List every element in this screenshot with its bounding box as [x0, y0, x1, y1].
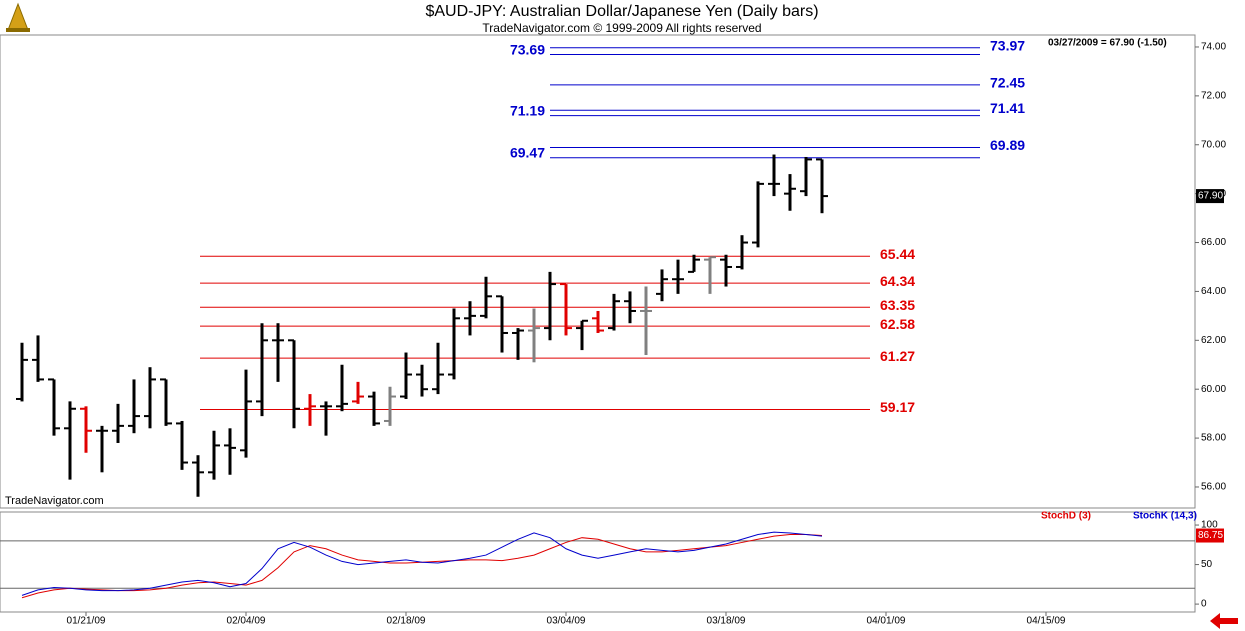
- level-label: 62.58: [880, 316, 915, 332]
- logo: [6, 2, 30, 32]
- y-tick-label: 70.00: [1201, 139, 1226, 150]
- x-tick-label: 03/18/09: [707, 616, 746, 627]
- legend-entry: StochK (14,3): [1133, 511, 1197, 522]
- y-tick-label: 62.00: [1201, 335, 1226, 346]
- y-tick-label: 50: [1201, 559, 1213, 570]
- x-tick-label: 02/04/09: [227, 616, 266, 627]
- subtitle: TradeNavigator.com © 1999-2009 All right…: [482, 21, 761, 35]
- x-tick-label: 03/04/09: [547, 616, 586, 627]
- level-label: 71.41: [990, 100, 1025, 116]
- last-value-box: [1196, 528, 1224, 543]
- legend-entry: StochD (3): [1041, 511, 1091, 522]
- stoch-panel: [0, 511, 1196, 613]
- info: 03/27/2009 = 67.90 (-1.50): [1048, 38, 1167, 49]
- y-tick-label: 58.00: [1201, 433, 1226, 444]
- x-tick-label: 04/15/09: [1027, 616, 1066, 627]
- level-label: 69.47: [510, 144, 545, 160]
- level-label: 71.19: [510, 102, 545, 118]
- last-value-label: 86.75: [1198, 530, 1223, 541]
- x-tick-label: 02/18/09: [387, 616, 426, 627]
- watermark: TradeNavigator.com: [5, 495, 104, 507]
- level-label: 73.97: [990, 37, 1025, 53]
- level-label: 64.34: [880, 273, 915, 289]
- x-tick-label: 04/01/09: [867, 616, 906, 627]
- level-label: 69.89: [990, 137, 1025, 153]
- last-price-box: [1196, 189, 1224, 204]
- level-label: 73.69: [510, 41, 545, 57]
- level-label: 61.27: [880, 348, 915, 364]
- y-tick-label: 72.00: [1201, 91, 1226, 102]
- y-tick-label: 66.00: [1201, 237, 1226, 248]
- y-tick-label: 0: [1201, 599, 1207, 610]
- x-tick-label: 01/21/09: [67, 616, 106, 627]
- price-panel: [0, 34, 1196, 509]
- stoch-line: [21, 531, 823, 596]
- scroll-arrow[interactable]: [1210, 613, 1238, 629]
- y-tick-label: 56.00: [1201, 482, 1226, 493]
- y-tick-label: 100: [1201, 520, 1218, 531]
- level-label: 72.45: [990, 75, 1025, 91]
- chart-title: $AUD-JPY: Australian Dollar/Japanese Yen…: [425, 3, 818, 20]
- y-tick-label: 64.00: [1201, 286, 1226, 297]
- level-label: 65.44: [880, 246, 915, 262]
- y-tick-label: 74.00: [1201, 42, 1226, 53]
- level-label: 59.17: [880, 399, 915, 415]
- level-label: 63.35: [880, 297, 915, 313]
- last-price-label: 67.90: [1198, 191, 1223, 202]
- y-tick-label: 60.00: [1201, 384, 1226, 395]
